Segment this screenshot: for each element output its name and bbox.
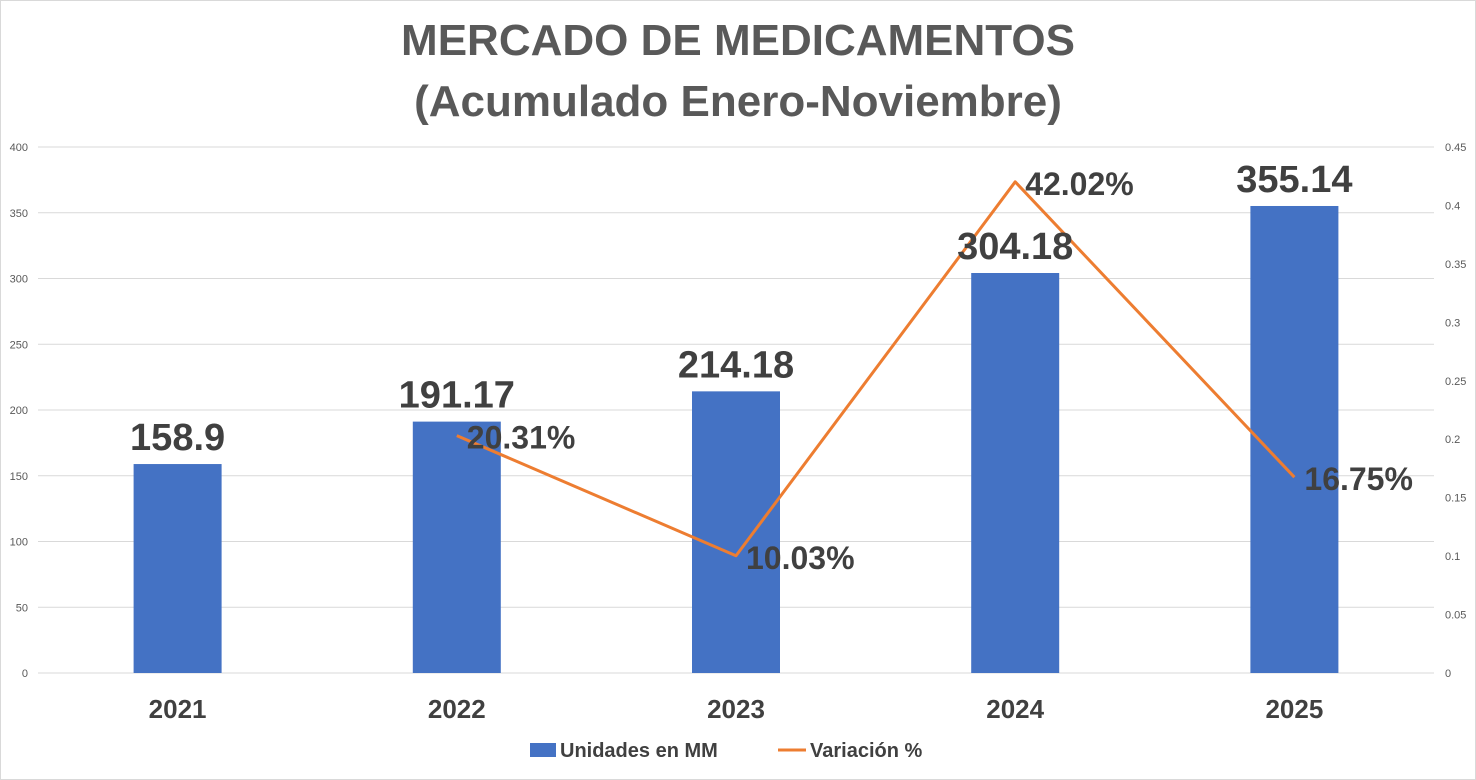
bar-data-label: 191.17 [399,375,515,417]
y-right-tick-label: 0.15 [1445,493,1466,505]
line-data-label: 10.03% [746,540,855,576]
bar-data-label: 355.14 [1236,159,1352,201]
x-tick-label: 2024 [986,694,1044,724]
bar-data-label: 158.9 [130,417,225,459]
x-tick-label: 2022 [428,694,486,724]
y-left-tick-label: 0 [22,668,28,680]
y-left-tick-label: 200 [10,405,28,417]
y-left-tick-label: 50 [16,602,28,614]
y-right-tick-label: 0.3 [1445,317,1460,329]
y-right-tick-label: 0.4 [1445,200,1460,212]
line-data-label: 20.31% [467,420,576,456]
y-left-tick-label: 250 [10,339,28,351]
chart-subtitle: (Acumulado Enero-Noviembre) [414,77,1062,126]
y-right-tick-label: 0.05 [1445,610,1466,622]
y-left-tick-label: 400 [10,142,28,154]
line-data-label: 16.75% [1304,461,1413,497]
bar [412,421,501,673]
y-right-tick-label: 0.45 [1445,142,1466,154]
bar [133,464,222,673]
y-right-tick-label: 0.1 [1445,551,1460,563]
x-tick-label: 2021 [149,694,207,724]
bar [971,273,1060,673]
bar-data-label: 214.18 [678,344,794,386]
y-right-tick-label: 0 [1445,668,1451,680]
legend-label-line: Variación % [810,740,922,762]
chart-title: MERCADO DE MEDICAMENTOS [401,16,1075,65]
line-series [456,180,1296,558]
bar-data-label: 304.18 [957,226,1073,268]
bar [1250,205,1339,673]
y-right-tick-label: 0.25 [1445,376,1466,388]
y-left-tick-label: 300 [10,274,28,286]
y-left-tick-label: 350 [10,208,28,220]
x-tick-label: 2023 [707,694,765,724]
legend-label-bars: Unidades en MM [560,740,718,762]
x-tick-label: 2025 [1265,694,1323,724]
y-left-tick-label: 100 [10,537,28,549]
bar [692,391,780,673]
y-left-tick-label: 150 [10,471,28,483]
y-right-tick-label: 0.2 [1445,434,1460,446]
legend-swatch-bars [530,743,556,757]
line-data-label: 42.02% [1025,166,1134,202]
y-right-tick-label: 0.35 [1445,259,1466,271]
